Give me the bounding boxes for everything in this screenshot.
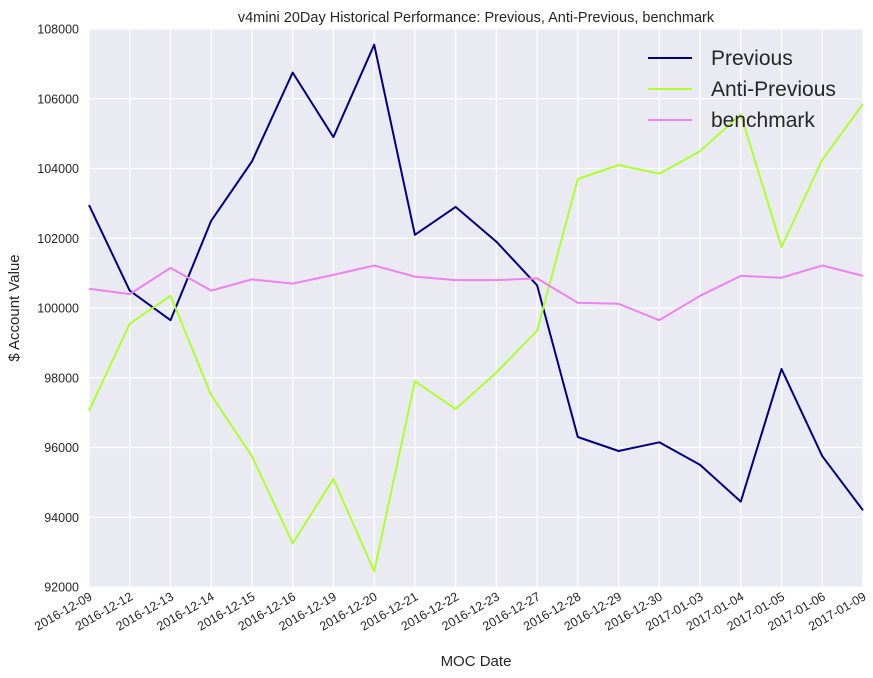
legend-label: Previous: [711, 47, 793, 70]
y-tick-label: 98000: [44, 371, 79, 385]
legend: Previous Anti-Previous benchmark: [648, 47, 836, 132]
y-tick-label: 100000: [37, 302, 79, 316]
grid-lines: [88, 28, 864, 588]
y-tick-label: 94000: [44, 511, 79, 525]
legend-label: benchmark: [711, 109, 815, 132]
y-tick-label: 106000: [37, 92, 79, 106]
y-tick-label: 96000: [44, 441, 79, 455]
y-tick-label: 108000: [37, 23, 79, 37]
x-axis-label: MOC Date: [441, 653, 512, 670]
series-lines: [88, 43, 864, 573]
series-line-benchmark: [88, 264, 864, 322]
legend-label: Anti-Previous: [711, 78, 836, 101]
y-tick-labels: 92000 94000 96000 98000 100000 102000 104000 10…: [37, 23, 79, 595]
series-line-previous: [88, 43, 864, 511]
y-axis-label: $ Account Value: [6, 254, 23, 361]
chart-title: v4mini 20Day Historical Performance: Pre…: [238, 10, 715, 26]
y-tick-label: 92000: [44, 581, 79, 595]
y-tick-label: 102000: [37, 232, 79, 246]
x-tick-labels: 2016-12-092016-12-122016-12-132016-12-14…: [32, 589, 868, 633]
y-tick-label: 104000: [37, 162, 79, 176]
series-line-anti-previous: [88, 103, 864, 573]
